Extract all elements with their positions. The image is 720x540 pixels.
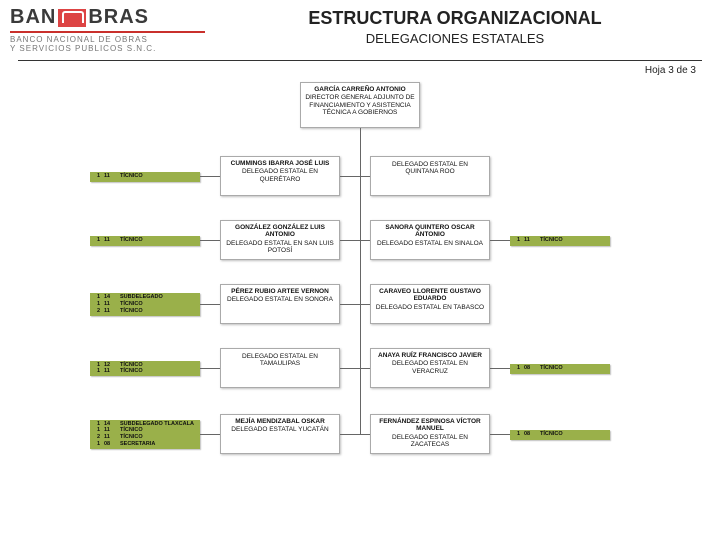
logo: BANBRAS BANCO NACIONAL DE OBRAS Y SERVIC…	[10, 6, 210, 54]
top-box: GARCÍA CARREÑO ANTONIODIRECTOR GENERAL A…	[300, 82, 420, 128]
box-right-0: DELEGADO ESTATAL EN QUINTANA ROO	[370, 156, 490, 196]
connector	[200, 176, 220, 177]
staff-left-4: 114SUBDELEGADO TLAXCALA111TÍCNICO211TÍCN…	[90, 420, 200, 450]
box-right-2: CARAVEO LLORENTE GUSTAVO EDUARDODELEGADO…	[370, 284, 490, 324]
connector	[340, 368, 370, 369]
connector	[200, 240, 220, 241]
connector	[340, 434, 370, 435]
staff-left-0: 111TÍCNICO	[90, 172, 200, 182]
connector	[200, 304, 220, 305]
box-left-2: PÉREZ RUBIO ARTEE VERNONDELEGADO ESTATAL…	[220, 284, 340, 324]
box-left-0: CUMMINGS IBARRA JOSÉ LUISDELEGADO ESTATA…	[220, 156, 340, 196]
titles: ESTRUCTURA ORGANIZACIONAL DELEGACIONES E…	[210, 6, 700, 46]
page-info: Hoja 3 de 3	[0, 61, 720, 76]
staff-right-3: 108TÍCNICO	[510, 364, 610, 374]
sub-title: DELEGACIONES ESTATALES	[210, 31, 700, 46]
main-title: ESTRUCTURA ORGANIZACIONAL	[210, 8, 700, 29]
connector	[360, 128, 361, 434]
logo-text: BANBRAS	[10, 6, 210, 29]
box-left-1: GONZÁLEZ GONZÁLEZ LUIS ANTONIODELEGADO E…	[220, 220, 340, 260]
staff-right-4: 108TÍCNICO	[510, 430, 610, 440]
org-chart: GARCÍA CARREÑO ANTONIODIRECTOR GENERAL A…	[0, 76, 720, 506]
connector	[340, 176, 370, 177]
connector	[200, 434, 220, 435]
staff-left-3: 112TÍCNICO111TÍCNICO	[90, 361, 200, 377]
box-right-3: ANAYA RUÍZ FRANCISCO JAVIERDELEGADO ESTA…	[370, 348, 490, 388]
logo-sub2: Y SERVICIOS PUBLICOS S.N.C.	[10, 45, 210, 54]
connector	[490, 368, 510, 369]
header: BANBRAS BANCO NACIONAL DE OBRAS Y SERVIC…	[0, 0, 720, 54]
staff-right-1: 111TÍCNICO	[510, 236, 610, 246]
staff-left-2: 114SUBDELEGADO111TÍCNICO211TÍCNICO	[90, 293, 200, 316]
connector	[490, 240, 510, 241]
logo-icon	[58, 9, 86, 27]
box-left-3: DELEGADO ESTATAL EN TAMAULIPAS	[220, 348, 340, 388]
box-right-1: SANORA QUINTERO OSCAR ANTONIODELEGADO ES…	[370, 220, 490, 260]
staff-left-1: 111TÍCNICO	[90, 236, 200, 246]
connector	[490, 434, 510, 435]
connector	[200, 368, 220, 369]
connector	[340, 304, 370, 305]
box-right-4: FERNÁNDEZ ESPINOSA VÍCTOR MANUELDELEGADO…	[370, 414, 490, 454]
logo-divider	[10, 31, 205, 33]
connector	[340, 240, 370, 241]
box-left-4: MEJÍA MENDIZABAL OSKARDELEGADO ESTATAL Y…	[220, 414, 340, 454]
